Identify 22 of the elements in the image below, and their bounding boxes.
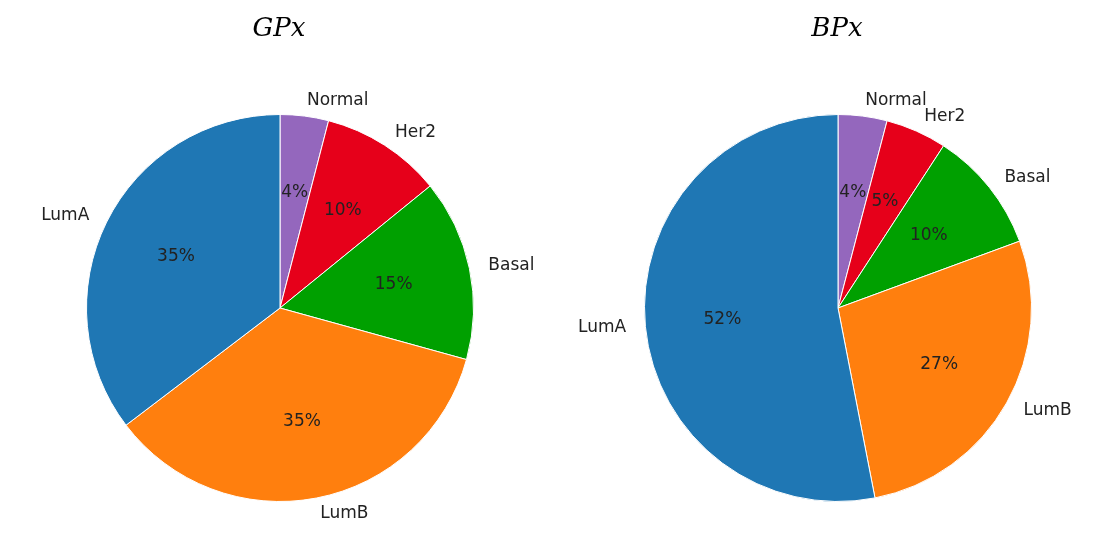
data-label: 5% [871,190,899,211]
data-label: 52% [703,307,742,328]
slice-label: Normal [306,89,369,110]
data-label: 4% [281,181,309,202]
chart-title: BPx [810,12,864,42]
slice-label: LumA [577,316,627,337]
slice-label: Basal [1004,166,1051,187]
slice-label: Normal [865,89,927,110]
slice-label: LumA [41,203,90,224]
slice-label: Her2 [395,120,437,141]
chart-title: GPx [251,12,307,42]
data-label: 10% [909,224,948,245]
data-label: 27% [920,353,959,374]
data-label: 15% [374,272,413,293]
slice-label: Basal [488,253,535,274]
slice-label: LumB [1023,398,1072,419]
data-label: 35% [157,244,195,265]
slice-label: Her2 [924,105,966,126]
data-label: 4% [839,181,867,202]
data-label: 35% [283,410,321,431]
slice-label: LumB [320,501,369,522]
data-label: 10% [323,198,362,219]
